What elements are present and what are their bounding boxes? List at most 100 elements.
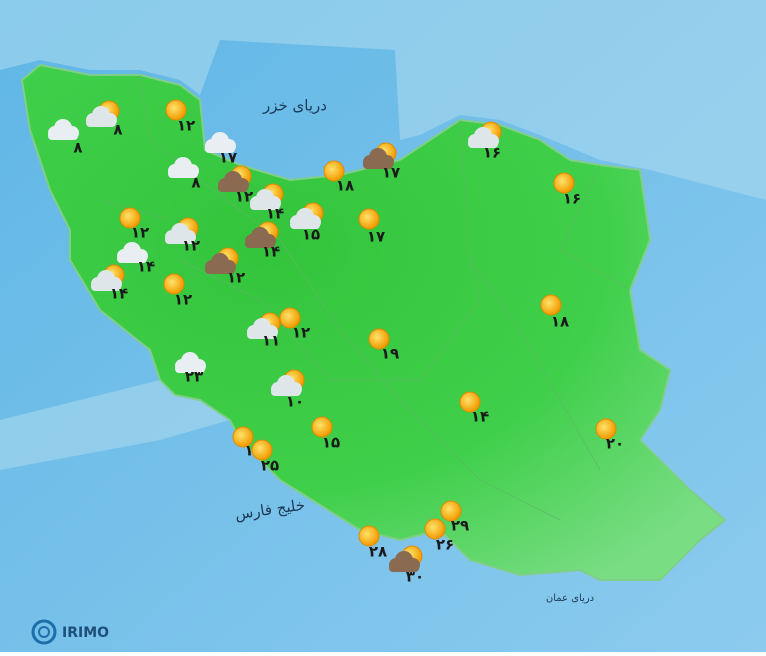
cloud-base: [290, 221, 320, 229]
station: ۱۶: [468, 121, 502, 162]
station: ۱۲: [205, 247, 245, 287]
sun-icon: [553, 172, 575, 194]
sun-icon: [323, 160, 345, 182]
temperature-label: ۱۲: [182, 237, 200, 255]
sun-icon: [251, 439, 273, 461]
temperature-label: ۱۷: [219, 149, 237, 167]
cloud-icon: [168, 157, 199, 178]
temperature-label: ۲۵: [261, 457, 279, 475]
temperature-label: ۱۸: [551, 313, 569, 331]
cloud-icon: [91, 270, 122, 291]
temperature-label: ۱۱: [262, 332, 280, 350]
cloud-icon: [247, 318, 278, 339]
cloud-base: [117, 255, 147, 263]
cloud-base: [91, 283, 121, 291]
cloud-icon: [165, 223, 196, 244]
temperature-label: ۲۰: [606, 435, 624, 453]
temperature-label: ۲۸: [369, 543, 387, 561]
station: ۱۲: [279, 307, 310, 342]
temperature-label: ۳۰: [406, 568, 424, 586]
station: ۱۲: [119, 207, 149, 242]
cloud-icon: [175, 352, 206, 373]
temperature-label: ۸: [73, 139, 82, 157]
temperature-label: ۱۹: [381, 345, 399, 363]
temperature-label: ۱۴: [266, 205, 284, 223]
cloud-base: [86, 119, 116, 127]
temperature-label: ۲۳: [185, 368, 203, 386]
cloud-icon: [389, 551, 420, 572]
station: ۱۵: [290, 202, 324, 244]
cloud-icon: [218, 171, 249, 192]
station: ۱۷: [205, 132, 237, 167]
temperature-label: ۲۶: [436, 536, 454, 554]
cloud-base: [205, 266, 235, 274]
temperature-label: ۱۷: [367, 228, 385, 246]
sun-icon: [459, 391, 481, 413]
station: ۲۹: [440, 500, 469, 535]
cloud-icon: [117, 242, 148, 263]
temperature-label: ۱۲: [131, 224, 149, 242]
cloud-base: [218, 184, 248, 192]
sun-icon: [232, 426, 254, 448]
station: ۱۰: [271, 369, 305, 411]
station: ۱۲: [165, 217, 200, 255]
cloud-base: [271, 388, 301, 396]
sun-icon: [358, 525, 380, 547]
cloud-base: [468, 140, 498, 148]
temperature-label: ۱۷: [382, 164, 400, 182]
temperature-label: ۱۲: [174, 291, 192, 309]
logo-text: IRIMO: [62, 625, 109, 641]
sun-icon: [311, 416, 333, 438]
cloud-icon: [48, 119, 79, 140]
station: ۱۵: [311, 416, 340, 452]
station: ۸: [48, 119, 83, 157]
station: ۱۲: [218, 165, 253, 206]
cloud-icon: [290, 208, 321, 229]
cloud-base: [165, 236, 195, 244]
cloud-base: [389, 564, 419, 572]
station: ۱۸: [323, 160, 354, 195]
station: ۱۱: [247, 312, 281, 350]
station: ۱۴: [91, 264, 128, 303]
temperature-label: ۱۵: [322, 434, 340, 452]
cloud-icon: [245, 227, 276, 248]
temperature-label: ۱۴: [137, 258, 155, 276]
temperature-label: ۸: [113, 121, 122, 139]
temperature-label: ۱۴: [110, 285, 128, 303]
sun-icon: [163, 273, 185, 295]
temperature-label: ۱۲: [227, 269, 245, 287]
cloud-base: [245, 240, 275, 248]
station: ۱۹: [368, 328, 399, 363]
cloud-icon: [250, 189, 281, 210]
station: ۱۸: [540, 294, 569, 331]
station: ۱: [232, 426, 254, 460]
sun-icon: [595, 418, 617, 440]
station: ۱۷: [358, 208, 385, 246]
cloud-icon: [86, 106, 117, 127]
station: ۳۰: [389, 545, 424, 586]
station: ۲۳: [175, 352, 206, 386]
cloud-base: [175, 365, 205, 373]
cloud-base: [205, 145, 235, 153]
station: ۱۷: [363, 142, 400, 182]
logo: IRIMO: [31, 619, 109, 645]
temperature-label: ۱۲: [292, 324, 310, 342]
station: ۸: [168, 157, 201, 192]
temperature-label: ۱۸: [336, 177, 354, 195]
station: ۱۲: [163, 273, 192, 309]
station: ۱۴: [459, 391, 489, 426]
province-borders: [99, 74, 631, 521]
station: ۱۴: [250, 183, 284, 223]
temperature-label: ۱: [244, 442, 253, 460]
station: ۱۶: [553, 172, 581, 208]
sun-icon: [119, 207, 141, 229]
cloud-base: [363, 161, 393, 169]
station: ۲۵: [251, 439, 279, 475]
cloud-icon: [271, 375, 302, 396]
neighbor-land: [0, 0, 766, 470]
iran-land: [20, 63, 727, 581]
sun-icon: [540, 294, 562, 316]
cloud-base: [250, 202, 280, 210]
sun-icon: [165, 99, 187, 121]
